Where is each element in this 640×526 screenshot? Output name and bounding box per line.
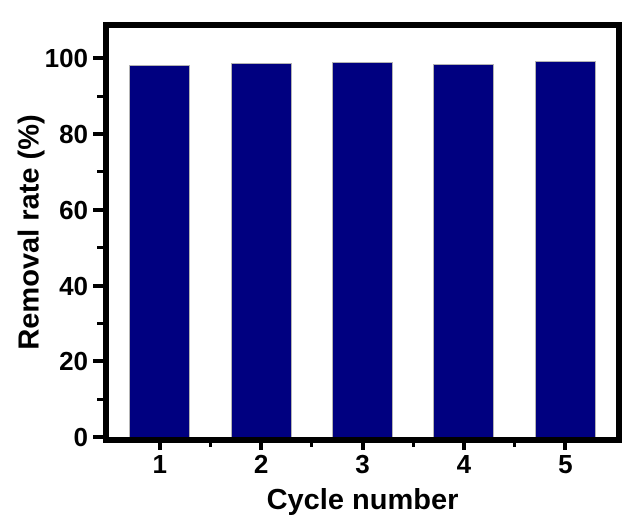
y-major-tick (93, 435, 103, 439)
y-minor-tick (97, 321, 103, 325)
x-tick-label: 4 (456, 449, 472, 479)
bar-cycle-1 (129, 65, 190, 437)
y-major-tick (93, 207, 103, 212)
y-minor-tick (97, 397, 103, 401)
x-axis-title: Cycle number (266, 484, 459, 516)
y-tick-label: 100 (44, 43, 88, 74)
y-tick-label: 0 (73, 422, 88, 452)
y-tick-label: 80 (59, 119, 88, 150)
x-minor-tick (208, 443, 212, 447)
y-major-tick (93, 283, 103, 288)
y-minor-tick (97, 94, 103, 98)
bar-cycle-2 (231, 63, 292, 437)
x-tick-label: 2 (253, 449, 269, 479)
y-tick-label: 20 (59, 346, 88, 377)
plot-area (103, 22, 622, 443)
y-major-tick (93, 132, 103, 137)
bar-cycle-3 (332, 62, 393, 437)
x-major-tick (360, 443, 365, 450)
x-major-tick (259, 443, 264, 450)
y-minor-tick (97, 170, 103, 174)
x-minor-tick (310, 443, 314, 447)
x-major-tick (461, 443, 466, 450)
y-major-tick (93, 359, 103, 364)
y-major-tick (93, 56, 103, 61)
x-major-tick (563, 443, 568, 450)
x-tick-label: 5 (558, 449, 573, 479)
x-tick-label: 3 (355, 449, 370, 479)
x-minor-tick (513, 443, 517, 447)
y-axis-title: Removal rate (%) (13, 114, 46, 350)
y-tick-label: 40 (59, 270, 88, 301)
x-major-tick (157, 443, 162, 450)
bar-cycle-5 (535, 61, 596, 437)
x-tick-label: 1 (152, 449, 167, 479)
y-tick-label: 60 (59, 194, 88, 225)
x-minor-tick (411, 443, 415, 447)
bar-cycle-4 (433, 64, 494, 437)
y-minor-tick (97, 246, 103, 250)
